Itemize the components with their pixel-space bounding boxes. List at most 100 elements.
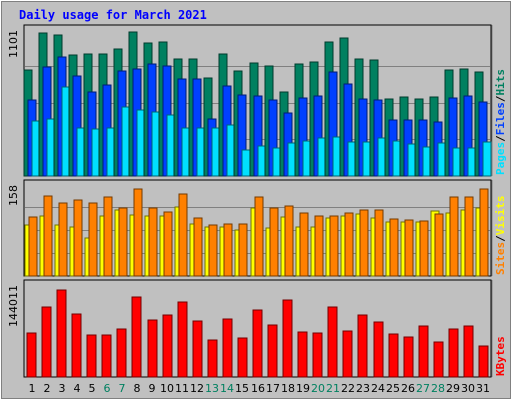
- bar-kbytes-day-15: [237, 337, 248, 378]
- x-tick-day-2: 2: [43, 382, 51, 395]
- bar-pages-day-15: [241, 149, 251, 177]
- legend-item: KBytes: [494, 336, 507, 376]
- bar-sites-day-13: [208, 224, 218, 277]
- bar-sites-day-2: [43, 195, 53, 277]
- legend-item: /: [494, 135, 507, 142]
- x-tick-day-11: 11: [175, 382, 189, 395]
- legend-item: /: [494, 95, 507, 103]
- bar-sites-day-7: [118, 207, 128, 277]
- bar-kbytes-day-29: [448, 328, 459, 378]
- x-tick-day-1: 1: [28, 382, 36, 395]
- bar-sites-day-6: [103, 196, 113, 277]
- x-tick-day-12: 12: [190, 382, 204, 395]
- bar-sites-day-28: [434, 213, 444, 277]
- x-tick-day-29: 29: [446, 382, 460, 395]
- legend-item: Visits: [494, 195, 507, 236]
- bar-kbytes-day-3: [56, 289, 67, 378]
- bar-kbytes-day-18: [282, 299, 293, 378]
- bar-kbytes-day-31: [478, 345, 489, 378]
- x-tick-day-8: 8: [133, 382, 141, 395]
- bar-sites-day-4: [73, 199, 83, 277]
- bar-sites-day-9: [148, 207, 158, 277]
- bar-sites-day-27: [419, 220, 429, 277]
- x-tick-day-20: 20: [311, 382, 325, 395]
- bar-kbytes-day-7: [116, 328, 127, 378]
- legend-item: Sites: [494, 241, 507, 275]
- bar-kbytes-day-4: [71, 313, 82, 378]
- bar-sites-day-23: [359, 209, 369, 277]
- x-tick-day-27: 27: [416, 382, 430, 395]
- x-tick-day-24: 24: [371, 382, 385, 395]
- legend-item: Hits: [494, 69, 507, 96]
- x-tick-day-31: 31: [476, 382, 490, 395]
- bar-kbytes-day-30: [463, 325, 474, 378]
- bar-sites-day-19: [299, 212, 309, 277]
- x-tick-day-19: 19: [296, 382, 310, 395]
- bar-kbytes-day-13: [207, 339, 218, 378]
- bar-kbytes-day-14: [222, 318, 233, 378]
- bar-sites-day-14: [223, 223, 233, 277]
- bar-sites-day-31: [479, 188, 489, 277]
- bar-kbytes-day-25: [388, 333, 399, 378]
- bar-sites-day-24: [374, 209, 384, 277]
- bar-kbytes-day-27: [418, 325, 429, 378]
- bar-sites-day-10: [163, 211, 173, 277]
- x-tick-day-10: 10: [160, 382, 174, 395]
- bar-kbytes-day-10: [162, 314, 173, 378]
- panel-3-legend: KBytes: [494, 336, 507, 376]
- bar-kbytes-day-21: [327, 306, 338, 378]
- x-tick-day-6: 6: [103, 382, 111, 395]
- panel-3-y-max-label: 144011: [7, 285, 20, 327]
- bar-kbytes-day-2: [41, 306, 52, 378]
- x-tick-day-30: 30: [461, 382, 475, 395]
- bar-kbytes-day-6: [101, 334, 112, 378]
- bar-sites-day-21: [329, 215, 339, 277]
- x-tick-day-22: 22: [341, 382, 355, 395]
- x-tick-day-7: 7: [118, 382, 126, 395]
- bar-sites-day-1: [28, 216, 38, 277]
- x-tick-day-15: 15: [235, 382, 249, 395]
- x-tick-day-23: 23: [356, 382, 370, 395]
- bar-sites-day-20: [314, 215, 324, 277]
- x-tick-day-4: 4: [73, 382, 81, 395]
- bar-kbytes-day-16: [252, 309, 263, 378]
- bar-kbytes-day-9: [147, 319, 158, 378]
- bar-kbytes-day-23: [357, 314, 368, 378]
- panel-2-legend: Sites/Visits: [494, 196, 507, 276]
- bar-kbytes-day-12: [192, 320, 203, 378]
- bar-kbytes-day-8: [131, 296, 142, 378]
- bar-kbytes-day-17: [267, 324, 278, 378]
- x-tick-day-3: 3: [58, 382, 66, 395]
- bar-sites-day-11: [178, 193, 188, 277]
- bar-sites-day-22: [344, 212, 354, 277]
- x-tick-day-28: 28: [431, 382, 445, 395]
- bar-sites-day-25: [389, 218, 399, 277]
- bar-kbytes-day-20: [312, 332, 323, 378]
- bar-sites-day-29: [449, 196, 459, 277]
- x-tick-day-17: 17: [266, 382, 280, 395]
- x-tick-day-18: 18: [281, 382, 295, 395]
- bar-sites-day-3: [58, 202, 68, 277]
- panel-2-y-max-label: 158: [7, 185, 20, 206]
- legend-item: Pages: [494, 141, 507, 175]
- bar-sites-day-18: [284, 205, 294, 277]
- bar-sites-day-12: [193, 217, 203, 277]
- bar-kbytes-day-26: [403, 336, 414, 378]
- chart-title: Daily usage for March 2021: [19, 8, 207, 22]
- bar-kbytes-day-19: [297, 331, 308, 378]
- legend-item: Files: [494, 102, 507, 136]
- x-tick-day-5: 5: [88, 382, 96, 395]
- x-tick-day-16: 16: [251, 382, 265, 395]
- bar-kbytes-day-22: [342, 330, 353, 378]
- bar-pages-day-31: [482, 141, 492, 177]
- x-tick-day-26: 26: [401, 382, 415, 395]
- bar-kbytes-day-28: [433, 341, 444, 378]
- x-tick-day-21: 21: [326, 382, 340, 395]
- bar-sites-day-8: [133, 188, 143, 277]
- bar-sites-day-15: [238, 223, 248, 277]
- legend-item: /: [494, 235, 507, 242]
- bar-kbytes-day-11: [177, 301, 188, 378]
- x-tick-day-9: 9: [148, 382, 156, 395]
